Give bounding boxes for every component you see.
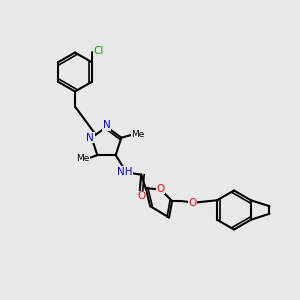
Text: N: N (86, 133, 94, 143)
Text: O: O (137, 191, 145, 201)
Text: O: O (188, 197, 196, 208)
Text: O: O (157, 184, 165, 194)
Text: Me: Me (131, 130, 145, 139)
Text: NH: NH (117, 167, 132, 177)
Text: Cl: Cl (93, 46, 104, 56)
Text: Me: Me (76, 154, 90, 163)
Text: N: N (103, 120, 110, 130)
